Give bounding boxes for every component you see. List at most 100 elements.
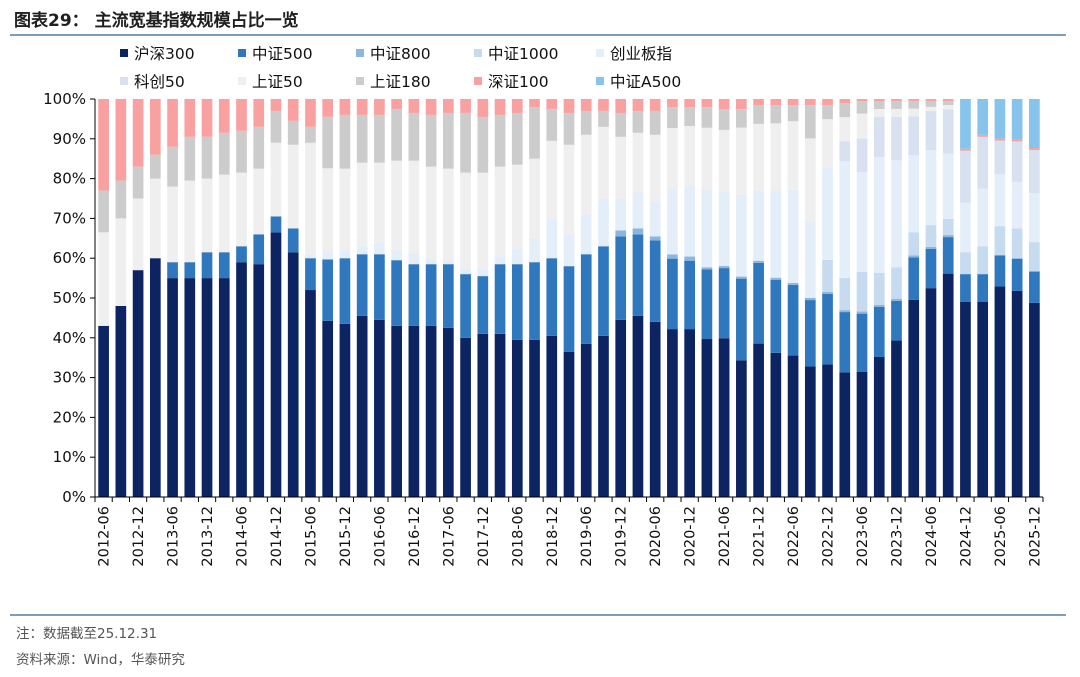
legend-item: 科创50 (120, 73, 185, 91)
bar-segment (873, 157, 885, 273)
bar-segment (977, 301, 989, 497)
bar-segment (736, 276, 747, 279)
legend-item: 深证100 (474, 73, 549, 91)
x-tick-label: 2019-12 (614, 506, 630, 567)
legend-item: 创业板指 (596, 45, 672, 63)
bar-segment (804, 300, 816, 367)
bar-segment (598, 246, 609, 336)
bar-stack (339, 99, 351, 497)
bar-segment (960, 252, 971, 275)
bar-segment (494, 166, 506, 257)
bar-segment (804, 221, 816, 298)
bar-segment (994, 226, 1006, 256)
bar-segment (804, 366, 816, 497)
bar-segment (856, 313, 868, 372)
bar-segment (115, 180, 127, 219)
y-tick-label: 50% (53, 289, 86, 307)
bar-stack (942, 99, 954, 497)
bar-segment (960, 301, 971, 497)
bar-segment (787, 282, 799, 285)
bar-segment (184, 180, 196, 263)
bar-segment (994, 255, 1006, 287)
bar-segment (942, 273, 954, 497)
bar-segment (873, 99, 885, 101)
bar-segment (201, 252, 213, 279)
bar-segment (925, 246, 937, 249)
bar-segment (494, 99, 506, 115)
bar-segment (132, 99, 144, 167)
x-tick-label: 2025-12 (1027, 506, 1043, 567)
bar-stack (873, 99, 885, 497)
bar-segment (701, 107, 713, 128)
bar-segment (374, 99, 385, 115)
x-tick-label: 2020-06 (648, 506, 664, 567)
bar-segment (718, 338, 730, 497)
bar-segment (649, 202, 661, 237)
bar-segment (287, 120, 299, 145)
bar-segment (529, 238, 540, 263)
bar-segment (753, 123, 764, 191)
legend-label: 中证500 (252, 45, 313, 63)
bar-segment (167, 278, 178, 497)
legend-swatch (356, 49, 364, 57)
bar-segment (305, 258, 316, 291)
bar-stack (908, 99, 920, 497)
bar-segment (770, 105, 782, 124)
bar-segment (701, 127, 713, 190)
bar-segment (753, 190, 764, 261)
bar-segment (149, 258, 161, 497)
bar-stack (839, 99, 851, 497)
bar-segment (942, 105, 954, 110)
legend-label: 中证1000 (488, 45, 558, 63)
bar-stack (753, 99, 764, 497)
bar-segment (408, 325, 420, 497)
bar-segment (994, 174, 1006, 227)
bar-segment (942, 99, 954, 102)
bar-segment (873, 307, 885, 357)
bar-segment (994, 138, 1006, 141)
bar-segment (822, 119, 833, 168)
bar-segment (701, 99, 713, 108)
bar-segment (856, 171, 868, 272)
x-tick-label: 2014-06 (235, 506, 251, 567)
bar-segment (873, 305, 885, 307)
bar-segment (856, 101, 868, 114)
bar-segment (667, 99, 678, 108)
bar-segment (960, 202, 971, 253)
bar-segment (977, 134, 989, 137)
page-title: 图表29： 主流宽基指数规模占比一览 (14, 11, 299, 31)
legend-label: 创业板指 (610, 45, 672, 63)
bar-segment (408, 160, 420, 253)
bar-stack (374, 99, 385, 497)
bar-segment (615, 99, 627, 113)
bar-segment (580, 110, 592, 135)
bar-segment (736, 99, 747, 110)
bar-stack (184, 99, 196, 497)
bar-segment (977, 246, 989, 275)
bar-segment (925, 225, 937, 247)
bar-segment (511, 264, 523, 340)
bar-segment (1011, 258, 1023, 291)
bar-segment (184, 278, 196, 497)
bar-segment (305, 290, 316, 497)
bar-segment (270, 99, 282, 111)
bar-segment (546, 335, 558, 497)
bar-stack (270, 99, 282, 497)
bar-segment (701, 189, 713, 268)
bar-segment (908, 116, 920, 156)
bar-segment (615, 112, 627, 137)
bar-segment (322, 116, 334, 169)
bar-segment (667, 254, 678, 259)
bar-segment (546, 258, 558, 336)
x-tick-label: 2012-12 (131, 506, 147, 567)
bar-segment (408, 264, 420, 326)
bar-segment (994, 99, 1006, 139)
bar-segment (873, 101, 885, 109)
bar-segment (425, 114, 437, 167)
bar-segment (494, 333, 506, 497)
bar-segment (1011, 228, 1023, 259)
bar-segment (356, 99, 368, 115)
bar-segment (753, 99, 764, 106)
source-note: 资料来源：Wind，华泰研究 (16, 652, 185, 668)
bar-segment (98, 325, 109, 497)
